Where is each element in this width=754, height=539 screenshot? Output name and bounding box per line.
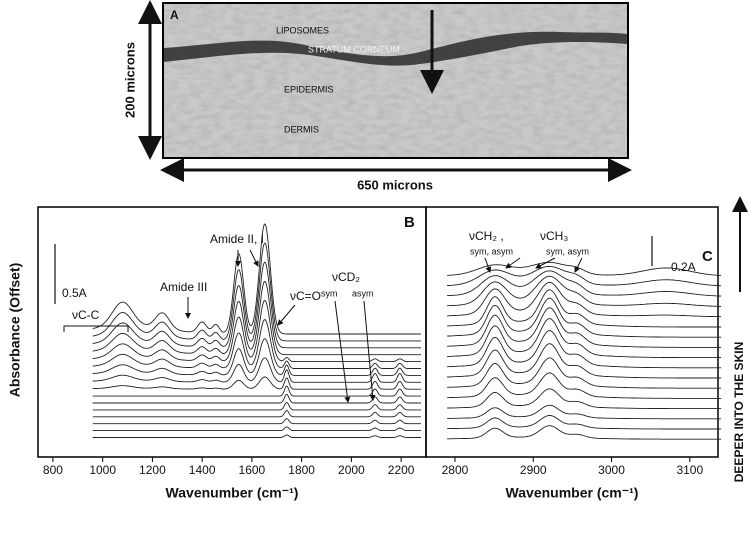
x-tick-label: 2800 [442, 463, 469, 477]
spectrum-trace [92, 376, 421, 390]
spectrum-trace [447, 270, 722, 297]
annotation: sym, asym [470, 246, 513, 256]
spectrum-trace [92, 418, 421, 425]
spectrum-trace [447, 330, 722, 369]
spectrum-trace [92, 434, 421, 438]
scale-label: 0.2A [671, 260, 696, 274]
spectrum-trace [92, 338, 421, 376]
annotation: νC-C [72, 308, 100, 322]
spectrum-trace [92, 393, 421, 404]
spectrum-trace [92, 385, 421, 397]
x-tick-label: 800 [43, 463, 63, 477]
pointer [249, 249, 259, 267]
spectrum-trace [92, 261, 421, 349]
spectrum-trace [92, 223, 421, 335]
x-tick-label: 1400 [189, 463, 216, 477]
spectrum-trace [92, 410, 421, 418]
annotation: sym [321, 288, 338, 298]
x-axis-label: Wavenumber (cm⁻¹) [506, 485, 639, 501]
annotation: νC=O [290, 289, 321, 303]
x-tick-label: 1200 [139, 463, 166, 477]
panel-label: B [404, 214, 415, 231]
spectrum-trace [92, 401, 421, 411]
x-tick-label: 2000 [338, 463, 365, 477]
scale-label: 0.5A [62, 286, 87, 300]
image-annotation: EPIDERMIS [284, 84, 334, 94]
annotation: sym, asym [546, 246, 589, 256]
annotation: νCD₂ [332, 270, 360, 284]
pointer [505, 257, 521, 269]
spectrum-trace [447, 261, 722, 276]
pointer [535, 257, 556, 269]
x-tick-label: 2900 [520, 463, 547, 477]
panel-c-frame [425, 206, 719, 458]
spectrum-trace [447, 318, 722, 359]
spectrum-trace [92, 319, 421, 369]
bracket [63, 325, 129, 332]
image-annotation: STRATUM CORNEUM [308, 44, 400, 54]
panel-b-spectra [92, 223, 421, 438]
width-label: 650 microns [357, 177, 433, 192]
pointer [334, 300, 351, 403]
x-tick-label: 2200 [388, 463, 415, 477]
spectrum-trace [447, 343, 722, 379]
panel-label: C [702, 248, 713, 265]
spectrum-trace [447, 275, 722, 307]
spectrum-trace [447, 425, 722, 440]
annotation: asym [352, 288, 374, 298]
spectrum-trace [447, 289, 722, 328]
x-tick-label: 1600 [239, 463, 266, 477]
spectrum-trace [447, 265, 722, 287]
spectrum-trace [447, 297, 722, 338]
pointer [574, 257, 583, 273]
x-tick-label: 1000 [89, 463, 116, 477]
spectrum-trace [92, 357, 421, 383]
panel-a: A LIPOSOMES STRATUM CORNEUM EPIDERMIS DE… [122, 0, 632, 192]
spectrum-trace [447, 404, 722, 420]
spectrum-trace [92, 280, 421, 356]
panel-c-spectra [447, 261, 722, 440]
tissue-texture [164, 4, 627, 157]
x-axis-label: Wavenumber (cm⁻¹) [166, 485, 299, 501]
annotation: νCH₃ [540, 229, 568, 243]
x-tick-label: 1800 [288, 463, 315, 477]
x-tick-label: 3100 [676, 463, 703, 477]
annotation: Amide III [160, 280, 207, 294]
height-label: 200 microns [122, 42, 137, 118]
image-annotation: LIPOSOMES [276, 25, 329, 35]
annotation: Amide II, I [210, 232, 264, 246]
spectrum-trace [447, 357, 722, 389]
x-tick-label: 3000 [598, 463, 625, 477]
spectrum-trace [447, 388, 722, 410]
side-label: DEEPER INTO THE SKIN [732, 342, 746, 482]
pointer [363, 300, 376, 401]
spectrum-trace [92, 426, 421, 432]
y-axis-label: Absorbance (Offset) [7, 263, 23, 398]
spectrum-trace [447, 372, 722, 399]
spectrum-trace [447, 282, 722, 318]
pointer [277, 304, 296, 326]
pointer [484, 257, 492, 273]
panel-label: A [170, 8, 179, 22]
spectrum-trace [447, 415, 722, 430]
spectrum-trace [92, 300, 421, 363]
annotation: νCH₂ , [469, 229, 504, 243]
spectrum-trace [92, 242, 421, 342]
stratum-corneum-band [164, 31, 627, 66]
image-annotation: DERMIS [284, 124, 319, 134]
spectrum-trace [447, 307, 722, 348]
